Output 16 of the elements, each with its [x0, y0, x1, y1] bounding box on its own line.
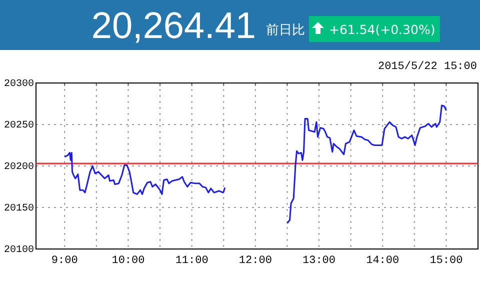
x-tick-label: 15:00: [430, 254, 463, 267]
y-tick-label: 20300: [4, 79, 34, 90]
x-tick-label: 9:00: [51, 254, 78, 267]
x-tick-label: 12:00: [238, 254, 272, 267]
x-tick-label: 11:00: [175, 254, 208, 267]
text: +61.54(+0.30%): [329, 22, 436, 37]
x-tick-label: 14:00: [366, 254, 400, 267]
x-tick-label: 13:00: [302, 254, 336, 267]
y-tick-label: 20200: [4, 162, 34, 174]
y-tick-label: 20250: [4, 120, 34, 132]
y-tick-label: 20150: [4, 204, 34, 215]
text: 前日比: [266, 23, 305, 38]
text: 2015/5/22 15:00: [378, 61, 477, 73]
chart-title: 20,264.41: [91, 5, 256, 46]
x-tick-label: 10:00: [112, 254, 145, 267]
y-tick-label: 20100: [4, 245, 34, 256]
